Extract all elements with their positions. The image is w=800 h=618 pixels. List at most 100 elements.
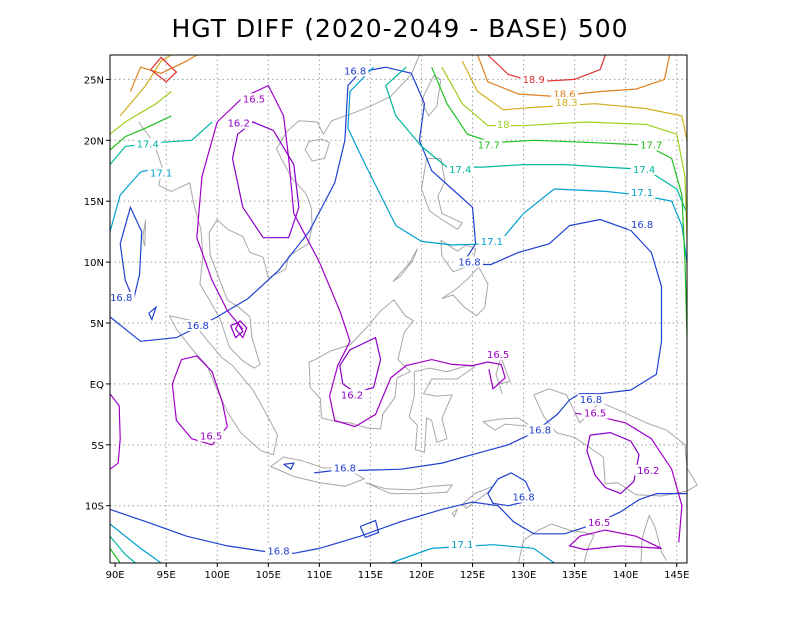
contour-label-bg [446,163,474,175]
y-tick-label: 5N [90,319,104,330]
contour-label-bg [581,407,609,419]
contour-line [229,322,244,339]
contour-label-bg [634,464,662,476]
contour-label: 16.2 [341,390,363,401]
contour-label-bg [551,88,578,100]
contour-label: 17.7 [478,141,500,152]
contour-label: 16.8 [512,493,534,504]
contour-label: 16.8 [187,321,209,332]
coastline [420,158,464,230]
contour-line [586,431,640,495]
contour-line [487,54,606,83]
x-tick-label: 115E [358,570,383,581]
grid-lines [110,55,687,563]
contour-label: 16.8 [580,395,602,406]
contour-label: 18 [497,120,510,131]
contour-label: 16.5 [588,518,610,529]
contour-label: 16.8 [631,220,653,231]
contour-label-bg [225,117,253,129]
y-tick-label: 20N [84,136,104,147]
contour-line [119,205,143,301]
x-tick-label: 90E [106,570,125,581]
contour-label: 16.2 [228,119,250,130]
y-axis: 25N 20N 15N 10N 5N EQ 5S 10S [84,75,110,513]
x-tick-label: 100E [205,570,230,581]
contour-line [171,355,228,446]
contour-label-bg [637,139,665,151]
contour-label: 17.1 [451,540,473,551]
contour-label-bg [628,187,656,199]
contour-line [359,519,380,539]
y-tick-label: 5S [91,441,104,452]
contour-label: 17.4 [137,139,159,150]
coastline [408,365,476,453]
coastline [142,219,147,247]
contour-line [148,305,158,321]
contour-label-bg [496,118,511,130]
x-tick-label: 145E [664,570,689,581]
contour-label: 16.5 [200,432,222,443]
contour-line [390,544,555,564]
x-tick-label: 105E [256,570,281,581]
contour-label: 17.4 [633,165,655,176]
x-tick-label: 135E [562,570,587,581]
x-tick-label: 120E [409,570,434,581]
contour-label-bg [553,96,580,108]
contour-line [129,54,198,92]
y-tick-label: 10N [84,258,104,269]
contour-label: 16.8 [344,66,366,77]
contour-line [231,121,300,239]
coastline [308,299,415,430]
map-title: HGT DIFF (2020-2049 - BASE) 500 [171,14,629,43]
coastlines [138,54,698,564]
contour-label-bg [197,430,225,442]
contour-label: 17.7 [640,141,662,152]
contour-line [109,115,172,151]
contour-label: 16.5 [487,350,509,361]
contour-line [487,472,535,507]
contour-label: 18.3 [555,98,577,109]
contour-line [109,393,121,470]
coastline [304,138,331,162]
contour-line [431,66,688,336]
contour-label-bg [184,319,212,331]
contour-label-bg [585,517,613,529]
contour-line [196,121,244,330]
contour-label: 18.6 [553,89,575,100]
contour-line [216,84,506,428]
contour-line [109,493,687,554]
contour-label: 16.8 [458,258,480,269]
x-tick-label: 110E [307,570,332,581]
contour-label-bg [341,65,369,77]
coastline [365,482,454,495]
contour-label-bg [475,139,503,151]
coastline [441,266,489,317]
coastline [138,54,420,369]
contour-label: 17.1 [150,169,172,180]
contour-label-bg [520,73,548,85]
contour-label-bg [134,138,162,150]
contour-label-bg [456,256,483,268]
coastline [451,507,459,518]
contour-label-bg [630,163,658,175]
contour-lines [109,54,688,564]
x-tick-label: 140E [613,570,638,581]
coastline [495,356,511,394]
contour-label-bg [484,349,512,361]
contour-label-bg [628,218,656,230]
y-tick-label: 10S [85,502,104,513]
x-tick-label: 95E [157,570,176,581]
contour-label: 16.8 [334,463,356,474]
contour-label: 16.8 [110,293,132,304]
contour-label-bg [448,539,476,551]
contour-label: 16.5 [584,409,606,420]
contour-line [568,529,662,551]
contour-label-bg [526,424,554,436]
coastline [168,315,279,456]
contour-line [119,54,172,117]
y-tick-label: 25N [84,75,104,86]
contour-line [109,91,172,135]
contour-line [150,56,178,83]
contour-labels: 16.8 18.9 18.618.3 16.5 16.2 18 17.4 17.7 17.7 17… [107,65,665,557]
